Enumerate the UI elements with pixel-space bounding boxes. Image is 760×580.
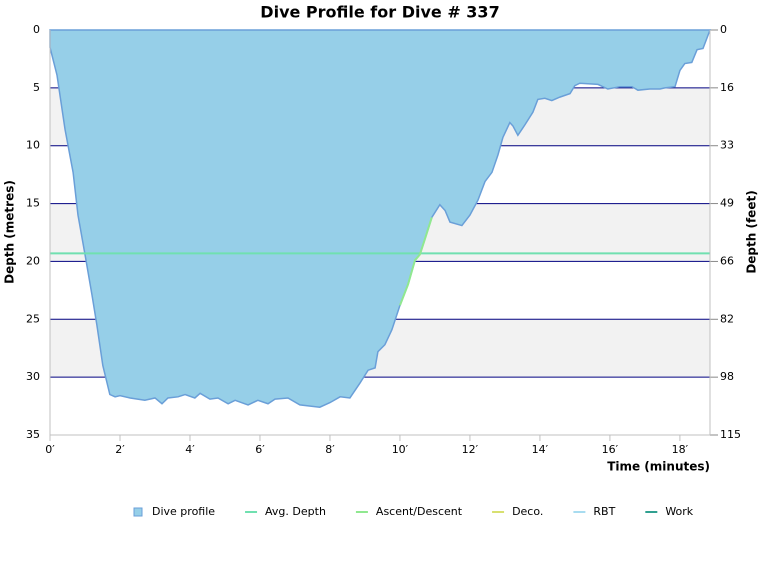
y-tick-label: 15 <box>26 197 40 210</box>
y-tick-label: 0 <box>33 23 40 36</box>
legend-label: Avg. Depth <box>265 505 326 518</box>
y2-tick-label: 0 <box>720 23 727 36</box>
x-tick-label: 4′ <box>185 443 195 456</box>
y-tick-label: 10 <box>26 139 40 152</box>
legend-label: Work <box>665 505 693 518</box>
y2-tick-label: 66 <box>720 254 734 267</box>
y-tick-label: 35 <box>26 428 40 441</box>
x-tick-label: 0′ <box>45 443 55 456</box>
y2-tick-label: 16 <box>720 81 734 94</box>
x-tick-label: 12′ <box>462 443 479 456</box>
y2-axis-title: Depth (feet) <box>745 190 759 273</box>
legend-swatch <box>133 507 143 517</box>
x-axis-title: Time (minutes) <box>607 460 710 474</box>
x-tick-label: 18′ <box>672 443 689 456</box>
x-tick-label: 6′ <box>255 443 265 456</box>
x-tick-label: 2′ <box>115 443 125 456</box>
y2-tick-label: 33 <box>720 139 734 152</box>
x-tick-label: 16′ <box>602 443 619 456</box>
y-tick-label: 30 <box>26 370 40 383</box>
y-tick-label: 25 <box>26 312 40 325</box>
legend-label: RBT <box>593 505 615 518</box>
legend-label: Ascent/Descent <box>376 505 463 518</box>
y-axis-title: Depth (metres) <box>3 180 17 284</box>
y2-tick-label: 49 <box>720 197 734 210</box>
y-tick-label: 5 <box>33 81 40 94</box>
chart-title: Dive Profile for Dive # 337 <box>260 3 499 22</box>
ascent-line <box>399 217 433 306</box>
y-tick-label: 20 <box>26 254 40 267</box>
y2-tick-label: 115 <box>720 428 741 441</box>
y2-tick-label: 82 <box>720 312 734 325</box>
x-tick-label: 14′ <box>532 443 549 456</box>
x-tick-label: 10′ <box>392 443 409 456</box>
legend-label: Dive profile <box>152 505 215 518</box>
x-tick-label: 8′ <box>325 443 335 456</box>
legend-label: Deco. <box>512 505 543 518</box>
y2-tick-label: 98 <box>720 370 734 383</box>
